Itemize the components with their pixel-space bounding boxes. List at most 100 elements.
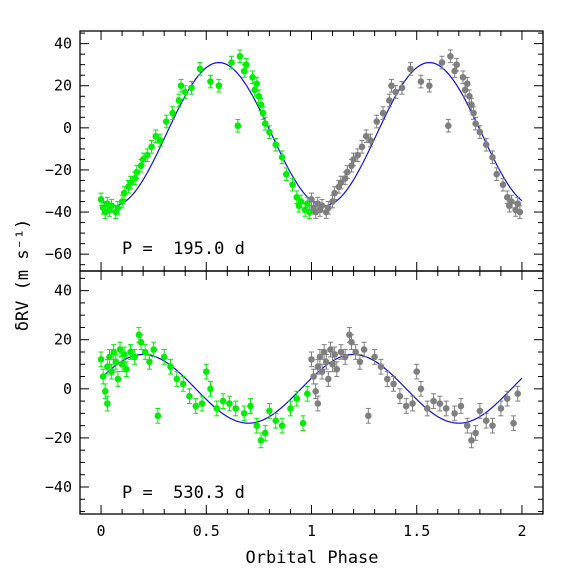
- top-second-cycle-point: [325, 204, 332, 212]
- x-tick-label: 1: [307, 522, 316, 540]
- top-second-cycle-point: [508, 198, 515, 205]
- top-first-cycle-point: [297, 198, 305, 205]
- top-second-cycle-point: [367, 137, 374, 144]
- bottom-first-cycle-point: [106, 353, 113, 361]
- top-first-cycle-point: [133, 168, 141, 176]
- top-second-cycle-point: [358, 143, 366, 151]
- bottom-second-cycle-point: [329, 360, 336, 368]
- bottom-first-cycle-point: [192, 402, 200, 410]
- bottom-second-cycle-point: [463, 422, 471, 429]
- bottom-panel-frame: [79, 270, 544, 515]
- top-first-cycle-point: [234, 122, 242, 130]
- top-second-cycle-point: [379, 109, 387, 117]
- x-tick-label: 0.5: [193, 522, 220, 540]
- top-second-cycle-point: [472, 120, 479, 127]
- bottom-first-cycle-point: [272, 417, 280, 425]
- bottom-second-cycle-point: [514, 390, 522, 398]
- bottom-first-cycle-point: [232, 405, 240, 412]
- top-second-cycle-point: [470, 109, 477, 117]
- top-first-cycle-point: [215, 82, 223, 90]
- top-second-cycle-point: [489, 154, 496, 161]
- top-first-cycle-point: [188, 84, 195, 92]
- bottom-second-cycle-point: [402, 402, 410, 410]
- bottom-second-cycle-point: [333, 365, 341, 373]
- bottom-first-cycle-point: [154, 412, 162, 420]
- bottom-second-cycle-point: [476, 407, 484, 415]
- bottom-first-cycle-point: [160, 353, 168, 361]
- top-second-cycle-point: [463, 80, 471, 87]
- top-first-cycle-point: [181, 88, 189, 96]
- top-second-cycle-point: [447, 52, 454, 60]
- top-first-cycle-point: [152, 132, 160, 140]
- top-y-tick-label: −60: [45, 245, 72, 263]
- top-second-cycle-point: [343, 168, 351, 176]
- bottom-first-cycle-point: [99, 373, 107, 380]
- bottom-first-cycle-point: [261, 429, 269, 437]
- bottom-first-cycle-point: [173, 375, 181, 383]
- bottom-y-tick-label: −20: [45, 429, 72, 447]
- bottom-first-cycle-point: [108, 368, 115, 375]
- bottom-second-cycle-point: [409, 400, 416, 407]
- top-first-cycle-point: [306, 208, 313, 216]
- x-tick-label: 2: [517, 522, 526, 540]
- top-first-cycle-point: [253, 80, 261, 87]
- top-model-curve: [100, 61, 523, 207]
- bottom-first-cycle-point: [198, 400, 206, 407]
- bottom-second-cycle-point: [442, 405, 450, 412]
- bottom-second-cycle-point: [383, 375, 391, 383]
- top-first-cycle-point: [156, 137, 164, 144]
- bottom-second-cycle-point: [472, 429, 479, 437]
- bottom-second-cycle-point: [322, 358, 330, 366]
- bottom-first-cycle-point: [137, 338, 145, 346]
- bottom-first-cycle-point: [247, 402, 254, 410]
- top-y-tick-label: 0: [63, 119, 72, 137]
- bottom-second-cycle-point: [390, 380, 397, 388]
- top-second-cycle-point: [350, 156, 357, 163]
- bottom-first-cycle-point: [226, 400, 233, 407]
- top-second-cycle-point: [444, 122, 452, 130]
- top-first-cycle-point: [228, 59, 235, 66]
- bottom-second-cycle-point: [312, 387, 320, 395]
- top-second-cycle-point: [438, 59, 446, 66]
- bottom-second-cycle-point: [341, 353, 349, 361]
- bottom-first-cycle-point: [240, 410, 248, 417]
- bottom-first-cycle-point: [110, 348, 117, 356]
- top-y-tick-label: −40: [45, 203, 72, 221]
- bottom-second-cycle-point: [318, 368, 326, 375]
- top-second-cycle-point: [407, 65, 414, 73]
- bottom-first-cycle-point: [299, 419, 307, 427]
- bottom-y-tick-label: −40: [45, 478, 72, 496]
- bottom-second-cycle-point: [371, 353, 378, 361]
- bottom-second-cycle-point: [314, 400, 322, 407]
- top-first-cycle-point: [175, 97, 183, 104]
- bottom-second-cycle-point: [457, 402, 465, 410]
- top-second-cycle-point: [499, 181, 507, 188]
- bottom-first-cycle-point: [179, 380, 187, 388]
- top-y-tick-label: 20: [54, 77, 72, 95]
- top-y-tick-label: −20: [45, 161, 72, 179]
- x-axis-title: Orbital Phase: [245, 548, 378, 568]
- bottom-first-cycle-point: [293, 395, 301, 402]
- bottom-first-cycle-point: [123, 365, 130, 373]
- top-second-cycle-point: [476, 128, 484, 136]
- top-first-cycle-point: [139, 156, 147, 163]
- bottom-first-cycle-point: [120, 351, 128, 358]
- top-second-cycle-point: [398, 84, 406, 92]
- bottom-second-cycle-point: [316, 353, 324, 361]
- bottom-first-cycle-point: [118, 360, 126, 368]
- bottom-second-cycle-point: [510, 419, 517, 427]
- bottom-second-cycle-point: [451, 410, 458, 417]
- bottom-first-cycle-point: [202, 368, 210, 375]
- bottom-first-cycle-point: [141, 348, 149, 356]
- bottom-first-cycle-point: [101, 387, 109, 395]
- bottom-first-cycle-point: [112, 358, 120, 366]
- bottom-y-tick-label: 20: [54, 331, 72, 349]
- top-first-cycle-point: [278, 154, 286, 161]
- top-first-cycle-point: [114, 204, 122, 212]
- bottom-first-cycle-point: [97, 356, 105, 363]
- bottom-first-cycle-point: [219, 397, 227, 405]
- bottom-second-cycle-point: [308, 356, 315, 363]
- bottom-second-cycle-point: [503, 395, 511, 402]
- bottom-second-cycle-point: [423, 405, 431, 412]
- top-first-cycle-point: [127, 179, 134, 186]
